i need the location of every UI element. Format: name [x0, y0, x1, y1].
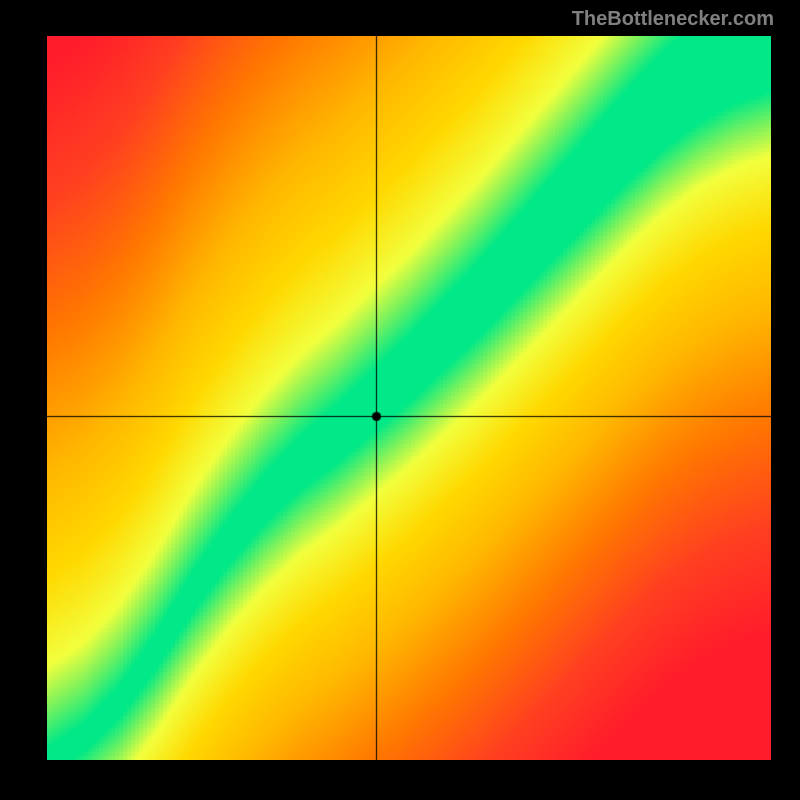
chart-container: TheBottlenecker.com — [0, 0, 800, 800]
plot-area — [47, 36, 771, 760]
watermark-text: TheBottlenecker.com — [572, 8, 774, 31]
heatmap-canvas — [47, 36, 771, 760]
